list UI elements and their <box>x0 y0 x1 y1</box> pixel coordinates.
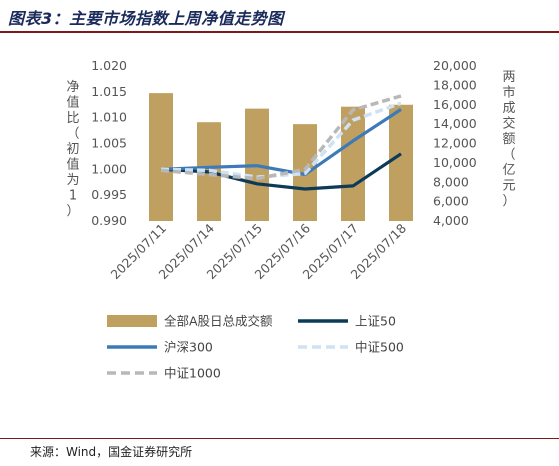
axis-titles: 净值比（初值为 1 ） 两市成交额（亿元） <box>66 70 515 219</box>
left-tick-label: 1.000 <box>91 161 127 176</box>
volume-bars <box>149 93 413 221</box>
legend-label: 中证1000 <box>164 366 221 381</box>
series-line-1 <box>160 108 402 177</box>
left-tick-label: 1.015 <box>91 84 127 99</box>
left-tick-label: 0.995 <box>91 187 127 202</box>
series-line-3 <box>160 94 402 181</box>
figure-title: 图表3：主要市场指数上周净值走势图 <box>8 9 284 28</box>
legend-label: 上证50 <box>355 314 396 329</box>
right-tick-label: 14,000 <box>433 116 477 131</box>
right-tick-label: 16,000 <box>433 97 477 112</box>
right-tick-label: 6,000 <box>433 194 469 209</box>
index-lines <box>160 94 402 191</box>
left-tick-label: 1.005 <box>91 136 127 151</box>
chart: 0.990 0.995 1.000 1.005 1.010 1.015 1.020 4,00… <box>66 58 515 381</box>
left-axis-title: 净值比（初值为 1） <box>66 80 79 219</box>
right-tick-label: 10,000 <box>433 155 477 170</box>
right-tick-label: 18,000 <box>433 77 477 92</box>
source-note: 来源：Wind，国金证券研究所 <box>30 445 193 459</box>
right-axis-title: 两市成交额（亿元） <box>502 70 515 209</box>
legend-label: 全部A股日总成交额 <box>164 314 273 329</box>
right-tick-label: 8,000 <box>433 174 469 189</box>
volume-bar <box>389 104 413 221</box>
left-axis-ticks: 0.990 0.995 1.000 1.005 1.010 1.015 1.020 <box>91 58 127 228</box>
title-rule <box>0 31 559 33</box>
source-rule <box>0 438 559 439</box>
left-tick-label: 1.020 <box>91 58 127 73</box>
right-tick-label: 20,000 <box>433 58 477 73</box>
legend-label: 沪深300 <box>164 340 213 355</box>
legend-swatch-bar <box>107 315 157 327</box>
legend: 全部A股日总成交额 上证50 沪深300 中证500 中证1000 <box>107 314 404 381</box>
x-axis-ticks: 2025/07/112025/07/142025/07/152025/07/16… <box>108 220 410 282</box>
left-tick-label: 0.990 <box>91 213 127 228</box>
volume-bar <box>149 93 173 221</box>
legend-label: 中证500 <box>355 340 404 355</box>
right-tick-label: 12,000 <box>433 136 477 151</box>
right-axis-ticks: 4,000 6,000 8,000 10,000 12,000 14,000 16,000 1… <box>433 58 477 228</box>
right-tick-label: 4,000 <box>433 213 469 228</box>
left-tick-label: 1.010 <box>91 110 127 125</box>
volume-bar <box>341 106 365 221</box>
